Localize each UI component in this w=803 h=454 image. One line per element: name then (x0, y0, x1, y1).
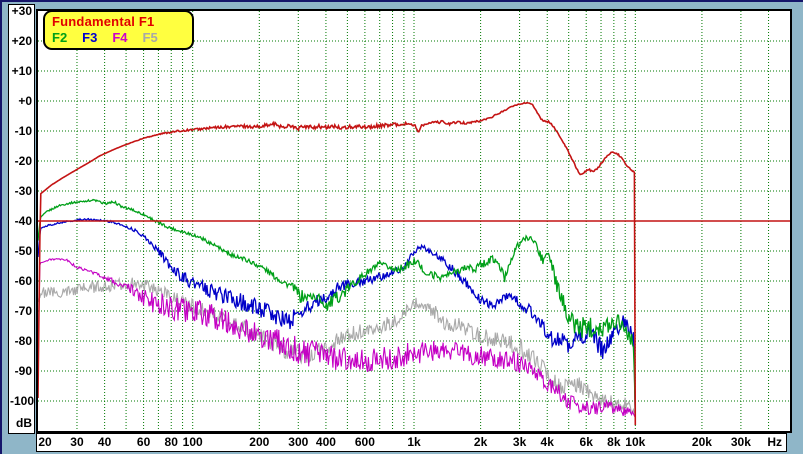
plot-area[interactable] (38, 11, 790, 431)
y-tick-label: -80 (14, 334, 32, 348)
y-axis-unit-label: dB (16, 416, 32, 430)
x-tick-label: 4k (540, 435, 554, 449)
x-tick-label: 1k (407, 435, 421, 449)
y-tick-label: -50 (14, 244, 32, 258)
x-tick-label: 200 (249, 435, 270, 449)
x-tick-label: 2k (473, 435, 488, 449)
y-tick-label: -60 (14, 274, 32, 288)
y-tick-label: +0 (18, 94, 32, 108)
legend-items: F2 F3 F4 F5 (52, 30, 192, 46)
y-tick-label: -40 (14, 214, 32, 228)
y-tick-label: +10 (11, 64, 32, 78)
x-tick-label: 100 (182, 435, 203, 449)
curve-fundamental-f1 (38, 101, 637, 426)
y-axis-label-strip: +30 +20 +10 +0 -10 -20 -30 -40 -50 -60 -70 -80 -90 -1… (8, 4, 35, 434)
y-tick-label: -70 (14, 304, 32, 318)
x-tick-label: 30 (70, 435, 84, 449)
curve-f2 (38, 198, 636, 423)
x-tick-label: 30k (730, 435, 751, 449)
y-tick-label: -100 (10, 394, 35, 408)
curve-f3 (38, 217, 636, 423)
legend-title: Fundamental F1 (52, 14, 155, 29)
x-tick-label: 300 (288, 435, 309, 449)
x-tick-label: 3k (512, 435, 527, 449)
x-axis-label-strip: 20 30 40 60 80 100 200 300 400 600 1k 2k 3k 4k 6k 8k 10k… (36, 433, 787, 452)
x-tick-label: 400 (315, 435, 336, 449)
y-tick-label: -10 (14, 124, 32, 138)
x-tick-label: 60 (136, 435, 151, 449)
y-tick-label: +20 (11, 34, 32, 48)
x-tick-label: 10k (625, 435, 646, 449)
y-tick-label: -20 (14, 154, 32, 168)
x-tick-label: 40 (97, 435, 112, 449)
x-axis-unit-label: Hz (767, 435, 782, 449)
x-tick-label: 20 (38, 435, 52, 449)
y-tick-label: -30 (14, 184, 32, 198)
x-tick-label: 6k (579, 435, 593, 449)
x-tick-label: 20k (691, 435, 712, 449)
x-tick-label: 80 (164, 435, 178, 449)
y-tick-label: -90 (14, 364, 32, 378)
legend-item-F3: F3 (82, 30, 98, 45)
x-tick-label: 8k (607, 435, 621, 449)
curve-f4 (38, 257, 636, 418)
plot-frame (36, 9, 792, 433)
legend-item-F2: F2 (52, 30, 68, 45)
legend: Fundamental F1 F2 F3 F4 F5 (43, 10, 194, 50)
legend-item-F5: F5 (142, 30, 158, 45)
x-tick-label: 600 (354, 435, 375, 449)
curve-f5 (38, 276, 636, 417)
y-tick-label: +30 (11, 4, 32, 18)
legend-item-F4: F4 (112, 30, 128, 45)
